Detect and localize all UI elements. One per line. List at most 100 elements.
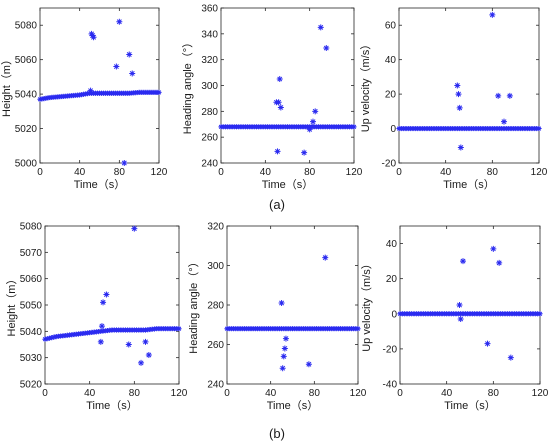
outlier-point-b1-5: [131, 225, 138, 232]
outlier-point-b1-3-shape: [103, 291, 110, 298]
x-tick-label-a1-0: 0: [37, 167, 43, 178]
outlier-point-b3-2: [460, 258, 466, 265]
outlier-point-b1-1: [98, 323, 105, 330]
y-tick-label-b1-1: 5030: [20, 353, 43, 364]
outlier-point-b2-3: [281, 345, 288, 352]
outlier-point-b1-0-shape: [97, 338, 104, 345]
outlier-point-a3-0-shape: [454, 82, 461, 89]
y-tick-label-b3-4: 40: [386, 239, 398, 250]
y-axis-label-a1: Height（m）: [0, 54, 13, 117]
outlier-point-a1-4: [113, 63, 120, 70]
outlier-point-a3-4: [489, 11, 496, 18]
x-tick-label-b1-2: 80: [129, 388, 141, 399]
y-tick-label-a2-3: 300: [201, 81, 218, 92]
x-tick-label-b1-1: 40: [84, 388, 96, 399]
y-axis-label-a3: Up velocity（m/s）: [359, 39, 372, 133]
x-tick-label-a2-2: 80: [304, 167, 316, 178]
data-point-b1-t6-shape: [49, 335, 55, 341]
data-point-b1-t2: [44, 336, 50, 342]
outlier-point-a1-4-shape: [113, 63, 120, 70]
data-point-b1-t6: [49, 335, 55, 341]
y-tick-label-b2-1: 260: [207, 340, 224, 351]
outlier-point-a2-8: [312, 108, 319, 115]
x-tick-label-b3-0: 0: [397, 388, 403, 399]
outlier-point-b1-0: [97, 338, 104, 345]
outlier-point-a2-9: [317, 24, 324, 31]
outlier-point-a3-7: [506, 92, 513, 99]
y-axis-label-b3: Up velocity（m/s）: [360, 258, 373, 352]
outlier-point-a3-5-shape: [495, 92, 502, 99]
outlier-point-a2-1-shape: [274, 148, 281, 155]
outlier-point-a3-4-shape: [489, 11, 496, 18]
data-point-b1-t2-shape: [44, 336, 50, 342]
outlier-point-b2-0-shape: [278, 300, 285, 307]
y-tick-label-a1-4: 5080: [15, 21, 38, 32]
y-tick-label-a2-4: 320: [201, 55, 218, 66]
outlier-point-b1-6: [138, 359, 145, 366]
outlier-point-a2-6: [306, 126, 313, 133]
x-tick-label-b2-1: 40: [265, 388, 277, 399]
outlier-point-a2-1: [274, 148, 281, 155]
subfigure-label-b: (b): [269, 426, 285, 441]
outlier-point-b3-3-shape: [484, 340, 491, 347]
y-tick-label-a3-4: 60: [385, 21, 397, 32]
data-point-b1-t120-shape: [176, 326, 182, 332]
x-tick-label-b1-3: 120: [171, 388, 188, 399]
x-tick-label-a3-1: 40: [440, 167, 452, 178]
y-tick-label-b2-2: 280: [207, 301, 224, 312]
outlier-point-a1-5-shape: [116, 18, 123, 25]
data-point-b2-t120: [355, 326, 361, 332]
outlier-point-a2-4-shape: [277, 104, 284, 111]
outlier-point-a2-10: [323, 45, 330, 52]
outlier-point-a1-8-shape: [129, 70, 136, 77]
x-axis-label-a2: Time（s）: [262, 178, 314, 191]
chart-panel-b2: 240 260 280 300 320 0 40 80 120 Time（s） Heading an…: [187, 222, 367, 413]
data-point-a2-t120-shape: [351, 124, 357, 130]
outlier-point-b1-2-shape: [100, 299, 107, 306]
outlier-point-a2-7: [309, 118, 316, 125]
data-point-a2-t120: [351, 124, 357, 130]
outlier-point-a2-8-shape: [312, 108, 319, 115]
outlier-point-b1-8: [145, 352, 152, 359]
x-tick-label-b3-2: 80: [488, 388, 500, 399]
outlier-point-a3-5: [495, 92, 502, 99]
outlier-point-b3-4: [490, 245, 497, 252]
outlier-point-a2-2: [275, 99, 282, 106]
y-tick-label-a1-0: 5000: [15, 159, 38, 170]
y-tick-label-b2-3: 300: [207, 261, 224, 272]
outlier-point-a2-4: [277, 104, 284, 111]
outlier-point-b2-6-shape: [322, 254, 329, 261]
outlier-point-a3-0: [454, 82, 461, 89]
outlier-point-b2-1-shape: [279, 365, 286, 372]
outlier-point-a1-1: [88, 30, 95, 37]
outlier-point-a1-5: [116, 18, 123, 25]
x-tick-label-a3-3: 120: [531, 167, 548, 178]
y-tick-label-a3-0: -20: [382, 159, 397, 170]
plot-frame-b3: [399, 225, 541, 385]
outlier-point-b2-1: [279, 365, 286, 372]
x-axis-label-a3: Time（s）: [443, 178, 495, 191]
x-tick-label-a1-1: 40: [74, 167, 86, 178]
outlier-point-a2-6-shape: [306, 126, 313, 133]
data-point-a1-t120: [156, 89, 162, 95]
y-axis-label-a2: Heading angle（°）: [181, 37, 194, 134]
outlier-point-a2-10-shape: [323, 45, 330, 52]
outlier-point-a2-3: [276, 76, 283, 83]
outlier-point-b3-4-shape: [490, 245, 497, 252]
chart-panel-a2: 240 260 280 300 320 340 360 0 40 80 120 Time（s） Head…: [181, 4, 363, 192]
x-tick-label-a2-3: 120: [346, 167, 363, 178]
outlier-point-a3-7-shape: [506, 92, 513, 99]
outlier-point-a1-7-shape: [126, 51, 133, 58]
x-tick-label-a2-1: 40: [260, 167, 272, 178]
data-point-b1-t4-shape: [46, 335, 53, 341]
plot-frame-a3: [398, 7, 540, 164]
x-tick-label-b2-3: 120: [350, 388, 367, 399]
outlier-point-a3-3: [457, 144, 464, 151]
x-tick-label-b2-2: 80: [309, 388, 321, 399]
y-axis-label-b2: Heading angle（°）: [187, 256, 200, 353]
outlier-point-b1-4-shape: [125, 341, 132, 348]
x-tick-label-b3-3: 120: [532, 388, 549, 399]
outlier-point-a1-1-shape: [88, 30, 95, 37]
